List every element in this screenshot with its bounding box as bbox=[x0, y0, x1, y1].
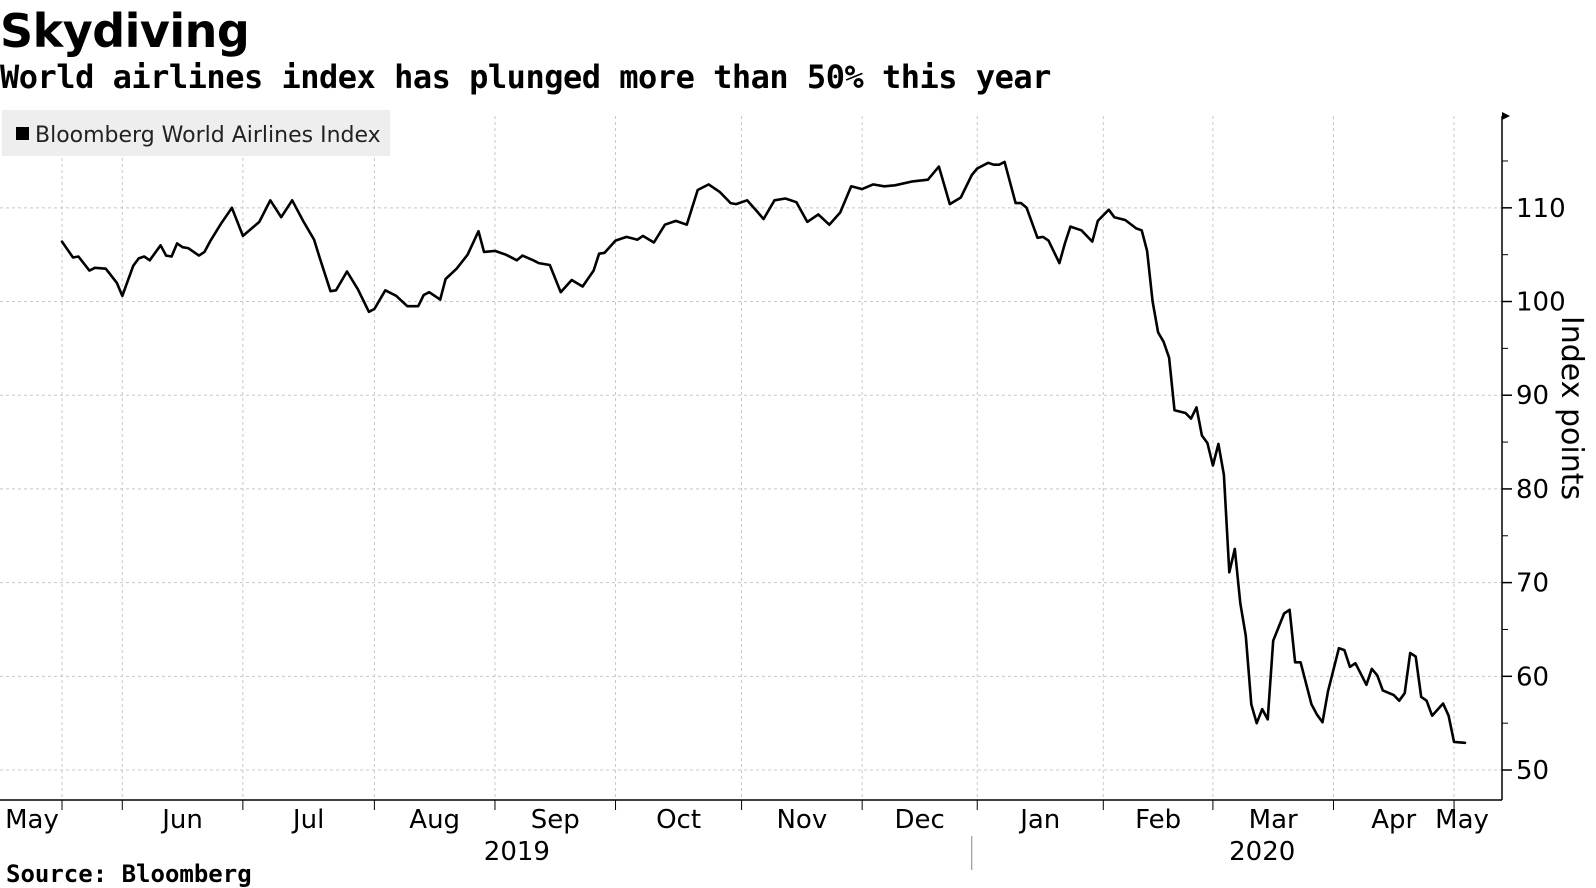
x-tick-label: Feb bbox=[1135, 805, 1181, 835]
gridlines bbox=[0, 116, 1502, 800]
x-tick-label: Jul bbox=[291, 805, 324, 835]
x-tick-label: Oct bbox=[656, 805, 701, 835]
x-tick-label: May bbox=[1435, 805, 1489, 835]
year-label: 2020 bbox=[1229, 837, 1295, 867]
x-tick-label: Dec bbox=[895, 805, 945, 835]
chart-subtitle: World airlines index has plunged more th… bbox=[0, 58, 1051, 96]
series-line-airlines-index bbox=[60, 160, 1467, 745]
y-tick-label: 60 bbox=[1516, 662, 1549, 692]
legend-swatch bbox=[16, 127, 29, 140]
x-tick-label: May bbox=[5, 805, 59, 835]
legend: Bloomberg World Airlines Index bbox=[2, 110, 390, 156]
legend-label: Bloomberg World Airlines Index bbox=[35, 123, 381, 148]
x-tick-label: Nov bbox=[776, 805, 827, 835]
series-layer bbox=[60, 160, 1467, 745]
x-tick-label: Jan bbox=[1018, 805, 1060, 835]
source-note: Source: Bloomberg bbox=[6, 860, 252, 888]
y-tick-label: 80 bbox=[1516, 475, 1549, 505]
y-tick-label: 70 bbox=[1516, 569, 1549, 599]
x-tick-label: Apr bbox=[1371, 805, 1416, 835]
y-tick-label: 100 bbox=[1516, 288, 1566, 318]
y-axis-label: Index points bbox=[1554, 316, 1589, 500]
x-tick-label: Mar bbox=[1249, 805, 1298, 835]
chart-title: Skydiving bbox=[0, 4, 250, 58]
x-tick-label: Jun bbox=[160, 805, 203, 835]
y-tick-label: 110 bbox=[1516, 194, 1566, 224]
year-label: 2019 bbox=[484, 837, 550, 867]
y-tick-label: 90 bbox=[1516, 381, 1549, 411]
legend-box bbox=[2, 110, 390, 156]
axes-layer: 50 60 70 80 90 100 110 May Jun Jul Aug Sep Oct Nov Dec… bbox=[0, 112, 1589, 870]
y-axis-arrow bbox=[1502, 112, 1510, 120]
x-tick-label: Sep bbox=[531, 805, 580, 835]
x-tick-label: Aug bbox=[409, 805, 460, 835]
y-tick-label: 50 bbox=[1516, 756, 1549, 786]
